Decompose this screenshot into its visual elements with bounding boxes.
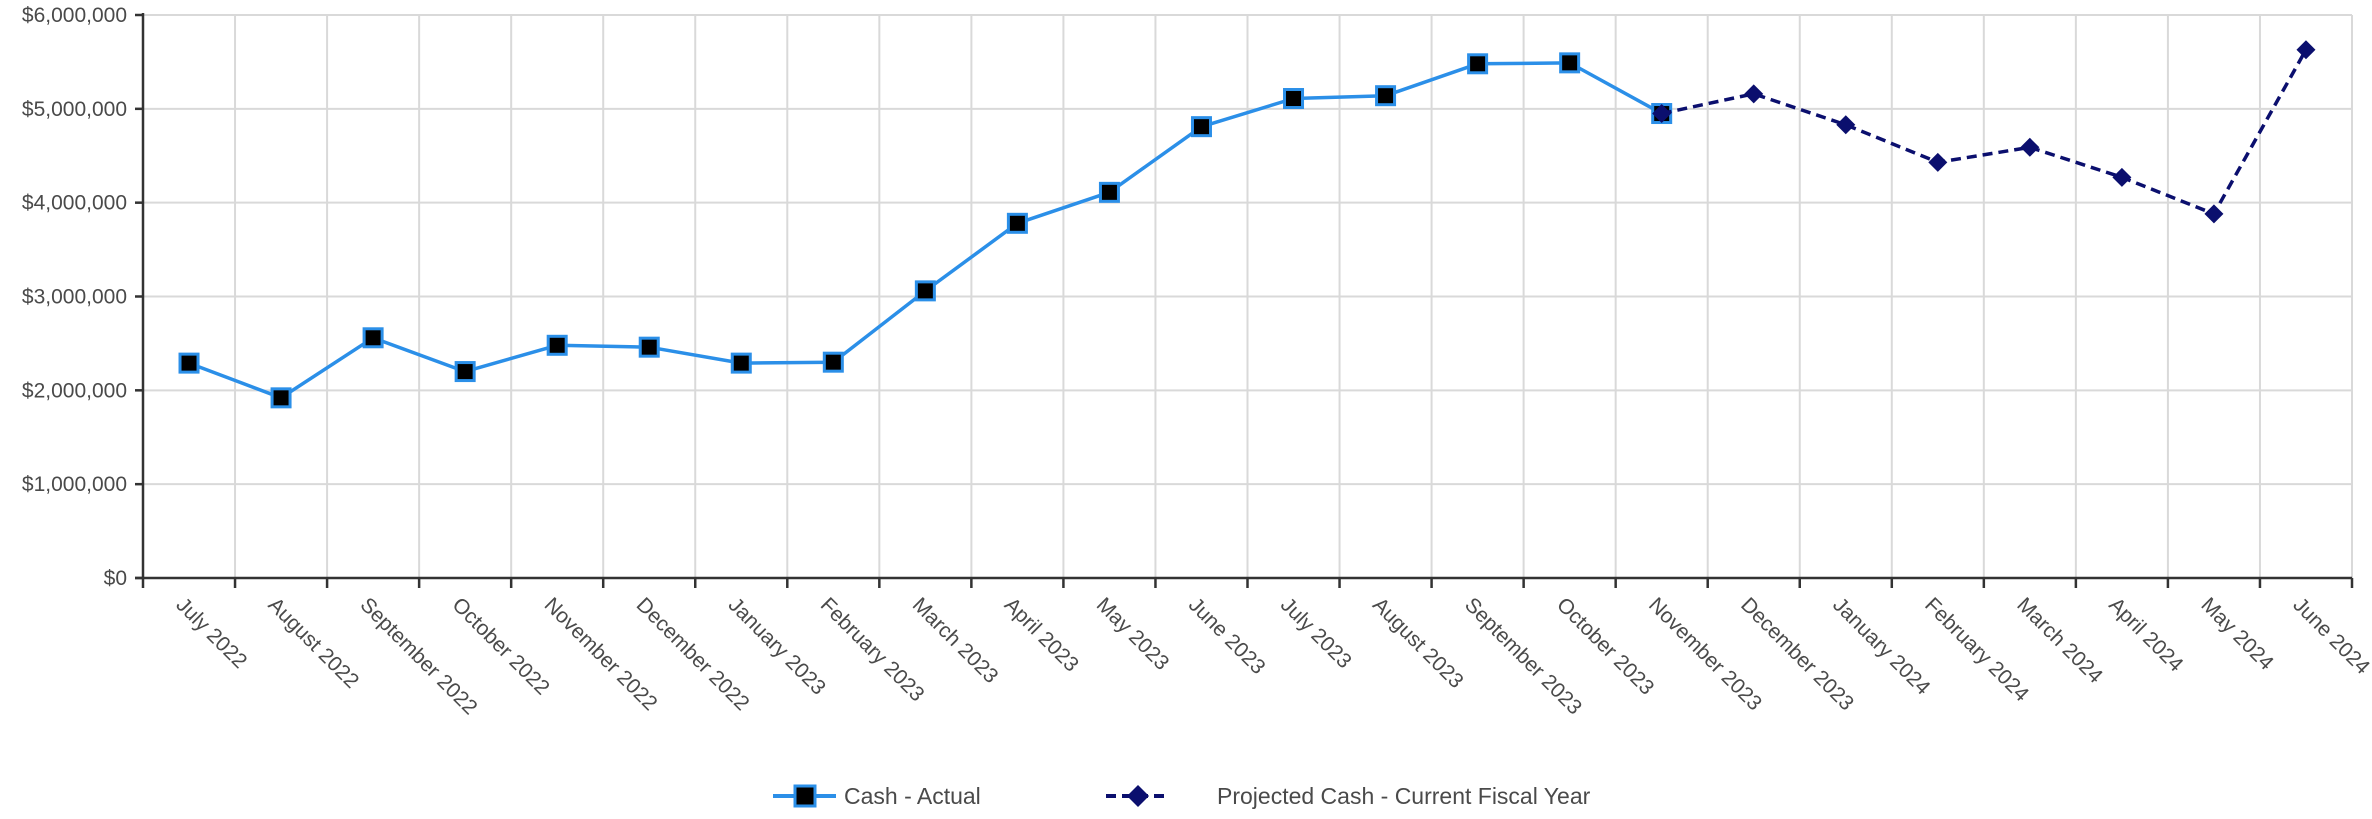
data-point-marker xyxy=(178,352,200,374)
data-point-marker xyxy=(1006,212,1028,234)
legend-marker-cash-actual xyxy=(793,784,817,808)
x-tick-label: June 2023 xyxy=(1184,593,1270,679)
y-tick-label: $2,000,000 xyxy=(22,379,127,402)
y-tick-label: $5,000,000 xyxy=(22,98,127,121)
legend-label-projected-cash: Projected Cash - Current Fiscal Year xyxy=(1217,783,1591,809)
series-line xyxy=(1661,48,2308,216)
data-point-marker xyxy=(546,334,568,356)
x-tick-label: July 2022 xyxy=(171,593,251,673)
x-tick-label: May 2024 xyxy=(2196,593,2278,675)
data-point-marker xyxy=(1467,53,1489,75)
y-tick-label: $3,000,000 xyxy=(22,286,127,309)
gridlines xyxy=(143,14,2353,578)
data-point-marker xyxy=(1190,116,1212,138)
data-point-marker xyxy=(270,387,292,409)
data-point-marker xyxy=(1559,52,1581,74)
legend-label-cash-actual: Cash - Actual xyxy=(844,783,981,809)
data-point-marker xyxy=(638,336,660,358)
y-tick-label: $4,000,000 xyxy=(22,192,127,215)
x-tick-label: October 2022 xyxy=(448,593,554,699)
x-tick-label: August 2023 xyxy=(1368,593,1468,693)
y-tick-label: $1,000,000 xyxy=(22,473,127,496)
data-point-marker xyxy=(1652,104,1672,124)
data-point-marker xyxy=(822,351,844,373)
legend-item-projected-cash[interactable]: Projected Cash - Current Fiscal Year xyxy=(1106,783,1591,809)
data-point-marker xyxy=(2112,167,2132,187)
legend: Cash - Actual Projected Cash - Current F… xyxy=(773,783,1591,809)
series-projected-cash xyxy=(1652,40,2316,224)
legend-item-cash-actual[interactable]: Cash - Actual xyxy=(773,783,981,809)
x-tick-label: March 2023 xyxy=(908,593,1003,688)
data-point-marker xyxy=(2204,204,2224,224)
x-tick-label: August 2022 xyxy=(264,593,364,693)
data-point-marker xyxy=(730,352,752,374)
y-tick-label: $0 xyxy=(104,567,127,590)
data-point-marker xyxy=(1375,85,1397,107)
series-cash-actual xyxy=(178,52,1673,409)
legend-marker-projected-cash xyxy=(1127,785,1149,807)
data-point-marker xyxy=(1744,84,1764,104)
data-point-marker xyxy=(1098,181,1120,203)
y-tick-label: $6,000,000 xyxy=(22,4,127,27)
x-tick-label: April 2023 xyxy=(1000,593,1083,676)
data-point-marker xyxy=(914,280,936,302)
data-point-marker xyxy=(454,361,476,383)
series-line xyxy=(188,61,1663,400)
y-axis-tick-labels: $0 $1,000,000 $2,000,000 $3,000,000 $4,000,0… xyxy=(22,4,127,590)
x-tick-label: October 2023 xyxy=(1552,593,1658,699)
x-tick-label: March 2024 xyxy=(2012,593,2107,688)
data-point-marker xyxy=(1836,115,1856,135)
series-lines xyxy=(178,40,2316,409)
data-point-marker xyxy=(2020,137,2040,157)
x-tick-label: July 2023 xyxy=(1276,593,1356,673)
data-point-marker xyxy=(1283,88,1305,110)
axes xyxy=(135,13,2354,588)
x-tick-label: June 2024 xyxy=(2288,593,2372,679)
data-point-marker xyxy=(362,327,384,349)
data-point-marker xyxy=(1928,152,1948,172)
data-point-marker xyxy=(2296,40,2316,60)
x-tick-label: May 2023 xyxy=(1092,593,1173,674)
x-tick-label: April 2024 xyxy=(2104,593,2187,676)
x-tick-label: January 2023 xyxy=(724,593,830,699)
